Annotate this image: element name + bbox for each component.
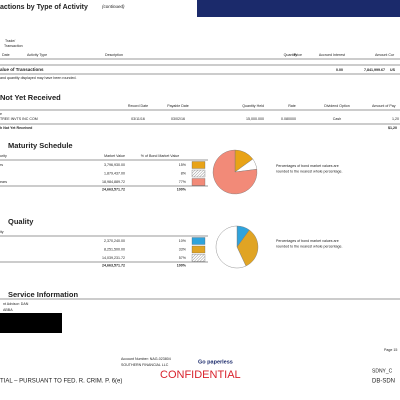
col-header: Trade/	[5, 39, 15, 43]
col-header: Market Value	[104, 154, 125, 158]
col-header: Amount of Pay	[372, 104, 396, 108]
cell: 2,370,240.00	[104, 239, 125, 243]
continued-label: (continued)	[102, 4, 125, 9]
legend-swatch	[191, 169, 206, 178]
cell: 1,20	[392, 117, 399, 121]
legend-swatch	[191, 161, 206, 169]
advisor-name: ABBA	[3, 308, 13, 312]
section-title: Quality	[8, 217, 34, 226]
note: and quantity displayed may have been rou…	[0, 76, 77, 80]
note: Percentages of bond market values are	[276, 164, 339, 168]
col-header: % of Bond Market Value	[141, 154, 180, 158]
col-header: Dividend Option	[324, 104, 350, 108]
col-header: Payable Date	[167, 104, 189, 108]
cell: 03/02/16	[171, 117, 185, 121]
cell: e	[0, 112, 2, 116]
legend-swatch	[191, 245, 206, 254]
firm-name: SOUTHERN FINANCIAL LLC	[121, 363, 169, 367]
paperless: Go paperless	[198, 359, 233, 365]
legend-swatch	[191, 254, 206, 262]
cell: 10%	[179, 239, 187, 243]
cell: 57%	[179, 256, 187, 260]
total-amount: $1,20	[388, 126, 397, 130]
col-header: Accrued Interest	[319, 53, 345, 57]
cell: 03/11/16	[131, 117, 145, 121]
total-label: alue of Transactions	[0, 67, 44, 72]
cell: 14,039,231.72	[102, 256, 125, 260]
cell: Cash	[333, 117, 341, 121]
col-header: Description	[105, 53, 123, 57]
total-accrued: 0.00	[336, 68, 343, 72]
cell: 0.080000	[281, 117, 296, 121]
header-banner	[197, 0, 400, 17]
section-title: Maturity Schedule	[8, 141, 73, 150]
account-number: Account Number: NAG-023804	[121, 357, 171, 361]
total: 100%	[177, 187, 187, 191]
col-header: Activity Type	[27, 53, 47, 57]
advisor: nt Advisor: DAN	[3, 302, 29, 306]
page-title: actions by Type of Activity	[0, 4, 88, 11]
cell: TREE INVTS INC COM	[0, 117, 38, 121]
cell: 8,251,500.00	[104, 247, 125, 251]
legend-swatch	[191, 237, 206, 245]
cell: 15%	[179, 163, 187, 167]
total: 100%	[177, 263, 187, 267]
legend: TIAL – PURSUANT TO FED. R. CRIM. P. 6(e)	[0, 379, 122, 385]
total-amount: 7,841,999.67	[364, 68, 385, 72]
col-header: urity	[0, 154, 7, 158]
col-header: ity	[0, 230, 4, 234]
cell: 3,796,930.00	[104, 163, 125, 167]
col-header: Date	[2, 53, 10, 57]
redaction	[0, 313, 62, 333]
currency: US	[390, 68, 396, 72]
total: 24,663,571.72	[102, 263, 125, 267]
bates-number: SDNY_C	[372, 368, 393, 374]
pie-slice	[212, 149, 258, 195]
cell: 77%	[179, 180, 187, 184]
confidential-stamp: CONFIDENTIAL	[160, 369, 241, 381]
total: 24,663,571.72	[102, 187, 125, 191]
cell: 8%	[181, 171, 187, 175]
cell: rs	[0, 163, 3, 167]
col-header: Rate	[288, 104, 296, 108]
pie-slice	[215, 225, 247, 269]
cell: 15,000.000	[246, 117, 264, 121]
total-label: h Not Yet Received	[0, 126, 32, 130]
col-header: Quantity	[284, 53, 298, 57]
pie-slice	[236, 229, 259, 267]
col-header: Price	[294, 53, 302, 57]
col-header: Record Date	[128, 104, 148, 108]
page-number: Page 15	[384, 348, 397, 352]
bates-number: DB-SDN	[372, 379, 395, 385]
note: rounded to the nearest whole percentage.	[276, 244, 343, 248]
cell: ears	[0, 180, 7, 184]
col-header: Transaction	[4, 44, 23, 48]
legend-swatch	[191, 178, 206, 186]
cell: 33%	[179, 247, 187, 251]
note: Percentages of bond market values are	[276, 239, 339, 243]
section-title: Service Information	[8, 290, 78, 299]
cell: 18,984,889.72	[102, 180, 125, 184]
col-header: Amount Cur	[375, 53, 395, 57]
note: rounded to the nearest whole percentage.	[276, 169, 343, 173]
col-header: Quantity Held	[242, 104, 264, 108]
section-title: Not Yet Received	[0, 93, 61, 102]
cell: 1,879,437.00	[104, 171, 125, 175]
